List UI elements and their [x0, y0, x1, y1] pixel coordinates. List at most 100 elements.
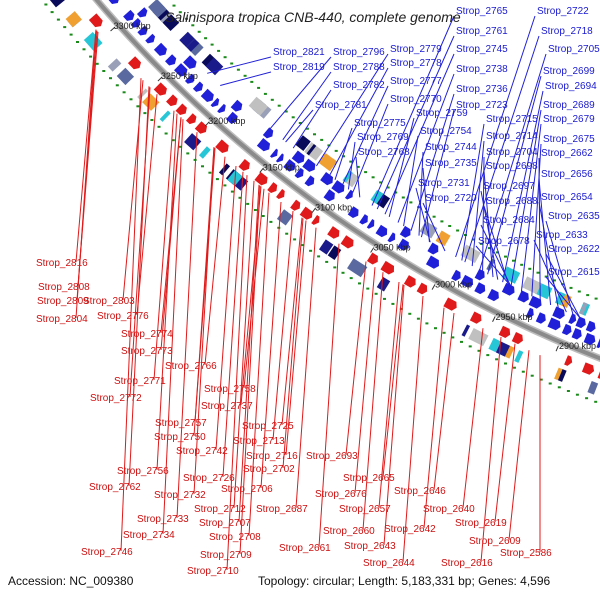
gene-arrow: [323, 189, 335, 202]
gc-dot: [63, 26, 67, 29]
gc-dot: [471, 238, 475, 241]
feature-block: [142, 93, 160, 111]
gc-dot: [569, 286, 573, 289]
gc-dot: [150, 119, 154, 121]
gene-label: Strop_2665: [343, 473, 395, 484]
gene-label: Strop_2694: [545, 81, 597, 92]
gene-label: Strop_2635: [548, 211, 600, 222]
gene-leader-line: [215, 165, 237, 451]
gene-leader-line: [461, 123, 485, 261]
gene-arrow: [88, 13, 103, 28]
gene-label: Strop_2712: [194, 504, 246, 515]
gene-leader-line: [475, 245, 512, 287]
gene-label: Strop_2745: [456, 44, 508, 55]
gene-leader-line: [285, 109, 314, 143]
gc-dot: [208, 171, 212, 174]
gc-dot: [512, 366, 516, 369]
gene-arrow: [269, 148, 278, 158]
feature-block: [150, 1, 167, 18]
gene-label: Strop_2697: [483, 181, 535, 192]
gene-leader-line: [239, 185, 261, 555]
gc-dot: [293, 238, 297, 241]
gc-dot: [408, 312, 412, 315]
gc-dot: [448, 225, 452, 227]
gc-dot: [575, 393, 579, 396]
gene-arrow: [427, 242, 439, 255]
gene-leader-line: [281, 217, 303, 426]
feature-block: [318, 152, 337, 171]
gene-arrow: [387, 232, 396, 243]
gene-leader-line: [355, 156, 361, 198]
gc-dot: [425, 322, 429, 325]
gc-dot: [89, 55, 93, 58]
gene-arrow: [262, 127, 274, 139]
gene-arrow: [596, 337, 600, 349]
gc-dot: [102, 70, 106, 72]
gene-label: Strop_2693: [306, 451, 358, 462]
gc-dot: [479, 242, 483, 245]
gc-dot: [460, 340, 463, 343]
gene-label: Strop_2713: [233, 436, 285, 447]
gc-dot: [539, 378, 543, 381]
gene-leader-line: [328, 67, 389, 176]
gene-leader-line: [193, 147, 215, 495]
gene-label: Strop_2732: [154, 490, 206, 501]
gene-leader-line: [462, 328, 484, 509]
gene-arrow: [165, 54, 177, 66]
gene-arrow: [583, 332, 596, 346]
gene-label: Strop_2707: [199, 518, 251, 529]
gene-label: Strop_2750: [154, 432, 206, 443]
gene-arrow: [487, 288, 499, 302]
gene-arrow: [564, 355, 573, 366]
gene-arrow: [294, 167, 304, 179]
gene-label: Strop_2722: [537, 6, 589, 17]
gc-dot: [399, 307, 403, 310]
feature-block: [46, 0, 66, 8]
gc-dot: [171, 139, 175, 142]
gene-label: Strop_2704: [486, 147, 538, 158]
gene-arrow: [304, 175, 315, 187]
gene-arrow: [403, 275, 416, 288]
gc-dot: [178, 11, 182, 14]
gene-label: Strop_2756: [117, 466, 169, 477]
gene-arrow: [256, 137, 271, 152]
gc-dot: [204, 37, 208, 40]
gc-dot: [530, 374, 534, 377]
gene-leader-line: [272, 210, 294, 441]
gc-dot: [520, 263, 524, 266]
gc-dot: [50, 11, 54, 14]
gene-leader-line: [538, 178, 552, 306]
gene-label: Strop_2705: [548, 44, 600, 55]
gene-arrow: [535, 312, 546, 324]
gene-label: Strop_2809: [37, 296, 89, 307]
gene-arrow: [145, 33, 156, 44]
gene-label: Strop_2782: [333, 80, 385, 91]
gene-label: Strop_2689: [543, 100, 595, 111]
gene-arrow: [561, 323, 572, 336]
gc-dot: [313, 133, 316, 136]
gc-dot: [215, 178, 219, 181]
gene-label: Strop_2688: [486, 196, 538, 207]
gene-leader-line: [388, 117, 415, 218]
feature-block: [107, 58, 122, 72]
gene-arrow: [443, 297, 457, 311]
gc-dot: [434, 327, 437, 330]
gc-dot: [594, 297, 598, 300]
scale-tick-label: 3300 kbp: [114, 21, 151, 31]
feature-block: [435, 230, 451, 247]
gc-dot: [305, 127, 309, 130]
gc-dot: [186, 152, 190, 155]
gene-arrow: [366, 219, 375, 229]
gene-label: Strop_2779: [390, 44, 442, 55]
gc-dot: [379, 181, 383, 184]
forward-gene-labels: Strop_2765 Strop_2722 Strop_2761 Strop_2718…: [207, 6, 600, 319]
gene-leader-line: [423, 307, 445, 529]
gc-dot: [504, 255, 507, 258]
scale-tick: [555, 345, 559, 352]
gene-arrow: [375, 224, 388, 238]
gene-arrow: [283, 159, 296, 172]
gene-arrow: [226, 111, 238, 124]
gene-leader-line: [226, 175, 248, 571]
gc-dot: [263, 92, 267, 95]
feature-block: [327, 245, 342, 260]
